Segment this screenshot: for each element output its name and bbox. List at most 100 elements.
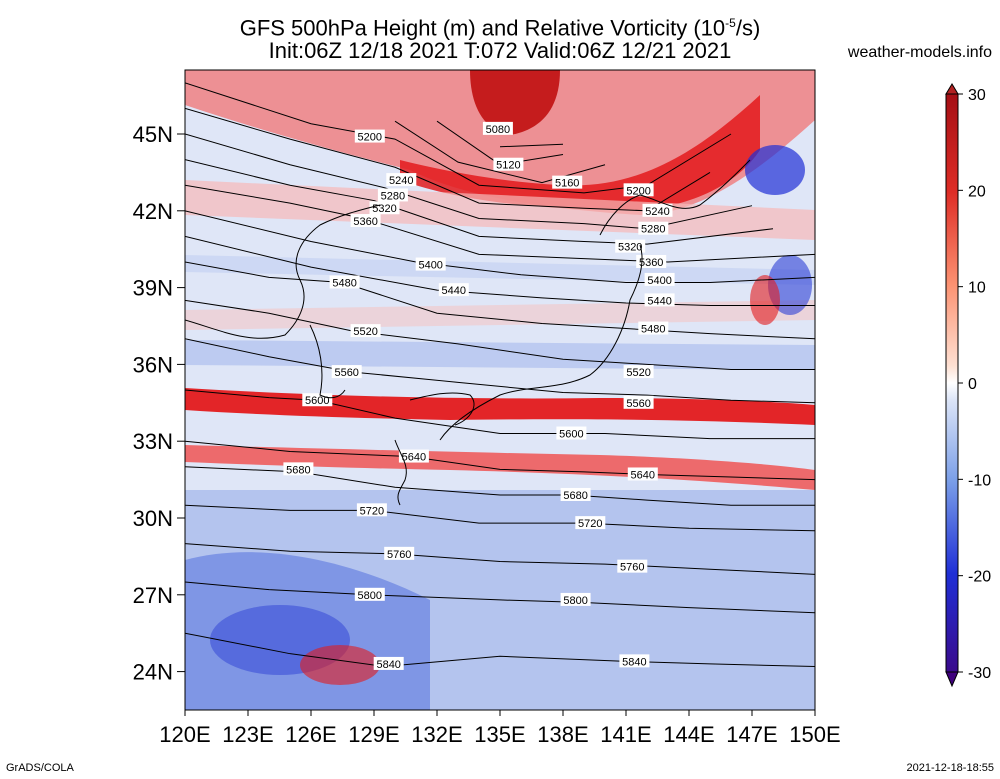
contour-label: 5400	[418, 260, 442, 272]
contour-label-bg	[575, 516, 606, 530]
contour-label: 5240	[389, 175, 413, 187]
contour-label-bg	[560, 592, 591, 606]
site-credit: weather-models.info	[847, 44, 992, 61]
lon-label: 141E	[600, 722, 651, 747]
contour-label: 5480	[641, 324, 665, 336]
contour-5440	[185, 235, 815, 307]
contour-5760	[185, 543, 815, 575]
lat-label: 45N	[133, 122, 173, 147]
contour-label-bg	[482, 121, 513, 135]
contour-5640	[185, 440, 815, 481]
contour-label-bg	[617, 559, 648, 573]
contour-label-bg	[642, 203, 673, 217]
contour-label: 5440	[647, 295, 671, 307]
contour-label-bg	[356, 503, 387, 517]
contour-label: 5280	[641, 224, 665, 236]
lat-label: 36N	[133, 352, 173, 377]
contour-label: 5520	[626, 367, 650, 379]
chart-subtitle: Init:06Z 12/18 2021 T:072 Valid:06Z 12/2…	[268, 38, 732, 63]
lon-label: 123E	[222, 722, 273, 747]
contour-label: 5200	[626, 185, 650, 197]
contour-label: 5720	[578, 518, 602, 530]
colorbar-label: 30	[968, 87, 986, 104]
contour-5680	[185, 466, 815, 506]
contour-label: 5640	[402, 452, 426, 464]
contour-label: 5120	[496, 160, 520, 172]
contour-5520	[185, 299, 815, 371]
contour-label-bg	[350, 214, 381, 228]
contour-5360	[185, 184, 815, 263]
contour-label: 5760	[620, 562, 644, 574]
contour-label: 5280	[381, 190, 405, 202]
colorbar-top-arrow	[945, 83, 959, 95]
contour-label-bg	[377, 188, 408, 202]
longitude-axis: 120E 123E 126E 129E 132E 135E 138E 141E 144E 147E…	[159, 710, 841, 747]
contour-label: 5680	[286, 464, 310, 476]
coastlines	[185, 159, 751, 506]
contour-label: 5440	[442, 285, 466, 297]
colorbar-label: -10	[968, 472, 991, 489]
contour-label-bg	[331, 365, 362, 379]
contour-label: 5360	[639, 257, 663, 269]
contour-label: 5560	[334, 367, 358, 379]
contour-label-bg	[644, 272, 675, 286]
contour-5320	[185, 159, 774, 245]
lat-label: 24N	[133, 660, 173, 685]
contour-5480	[185, 261, 815, 340]
contour-label-bg	[438, 283, 469, 297]
footer-right: 2021-12-18-18:55	[906, 762, 994, 774]
contour-label: 5400	[647, 275, 671, 287]
colorbar-label: 0	[968, 376, 977, 393]
contour-label: 5520	[353, 326, 377, 338]
lat-label: 27N	[133, 583, 173, 608]
contour-label-bg	[560, 487, 591, 501]
contour-label-bg	[615, 239, 646, 253]
contour-label-bg	[623, 395, 654, 409]
contour-label-bg	[638, 321, 669, 335]
footer-left: GrADS/COLA	[6, 762, 74, 774]
title-line1-end: /s)	[735, 15, 761, 41]
contour-5720	[185, 504, 815, 532]
lon-label: 147E	[726, 722, 777, 747]
contour-label: 5560	[626, 398, 650, 410]
contour-label: 5320	[618, 242, 642, 254]
lon-label: 132E	[411, 722, 462, 747]
contour-label: 5600	[559, 429, 583, 441]
lon-label: 120E	[159, 722, 210, 747]
contour-label-bg	[623, 365, 654, 379]
lat-label: 39N	[133, 276, 173, 301]
colorbar: 30 20 10 0 -10 -20 -30	[945, 83, 991, 688]
contour-label-bg	[644, 293, 675, 307]
lon-label: 150E	[789, 722, 840, 747]
contour-label: 5200	[358, 132, 382, 144]
contour-label: 5480	[332, 277, 356, 289]
latitude-axis: 45N 42N 39N 36N 33N 30N 27N 24N	[133, 122, 185, 685]
lon-label: 129E	[348, 722, 399, 747]
contour-label-bg	[350, 324, 381, 338]
lon-label: 135E	[474, 722, 525, 747]
contour-label-bg	[552, 175, 583, 189]
contour-label: 5760	[387, 549, 411, 561]
contour-label-bg	[329, 275, 360, 289]
contour-label: 5320	[372, 203, 396, 215]
contour-label-bg	[636, 255, 667, 268]
contour-label-bg	[638, 221, 669, 235]
contour-label: 5360	[353, 216, 377, 228]
height-contours: 5080512051605200520052405240528052805320…	[185, 82, 815, 671]
title-line1: GFS 500hPa Height (m) and Relative Vorti…	[239, 15, 726, 41]
contour-label-bg	[398, 449, 429, 463]
contour-label: 5840	[622, 656, 646, 668]
lat-label: 33N	[133, 429, 173, 454]
lat-label: 30N	[133, 506, 173, 531]
contour-label-bg	[354, 129, 385, 143]
lon-label: 126E	[285, 722, 336, 747]
contour-label: 5680	[563, 490, 587, 502]
contour-label-bg	[369, 201, 400, 215]
contour-label-bg	[283, 462, 314, 476]
contour-label-bg	[556, 426, 587, 440]
contour-label-bg	[384, 546, 415, 560]
contour-label-bg	[354, 587, 385, 601]
contour-label-bg	[386, 173, 417, 187]
contour-5600	[185, 389, 815, 440]
